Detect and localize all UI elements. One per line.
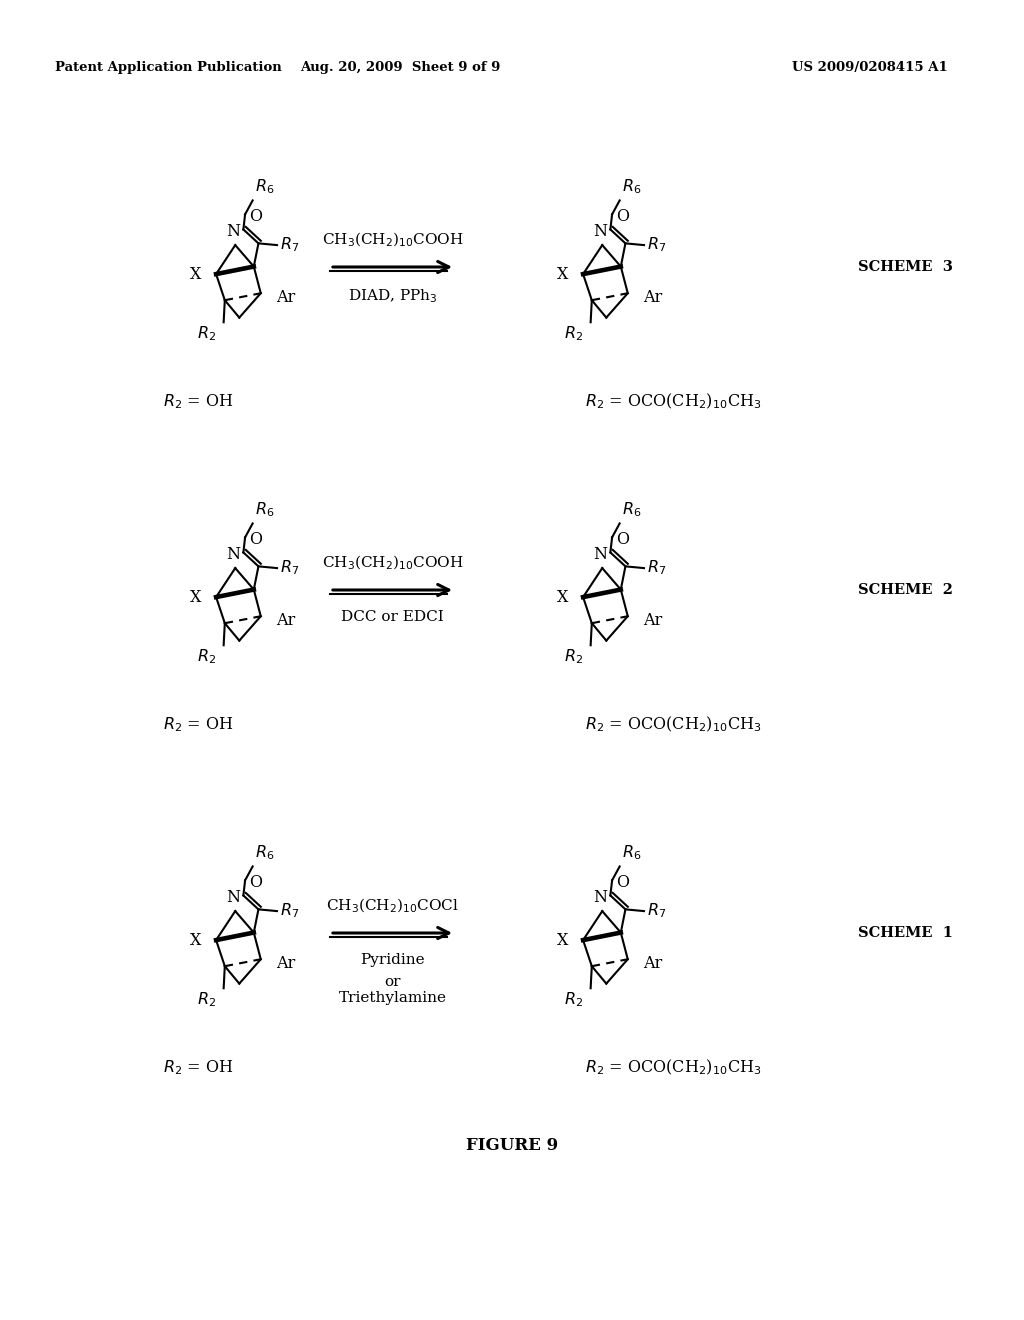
Text: X: X xyxy=(557,265,568,282)
Text: O: O xyxy=(616,207,629,224)
Text: $R_2$ = OCO(CH$_2$)$_{10}$CH$_3$: $R_2$ = OCO(CH$_2$)$_{10}$CH$_3$ xyxy=(585,715,762,734)
Text: or: or xyxy=(384,975,400,989)
Text: $R_7$: $R_7$ xyxy=(647,902,667,920)
Text: X: X xyxy=(190,589,202,606)
Text: Ar: Ar xyxy=(276,289,296,306)
Text: X: X xyxy=(190,265,202,282)
Text: $R_2$ = OCO(CH$_2$)$_{10}$CH$_3$: $R_2$ = OCO(CH$_2$)$_{10}$CH$_3$ xyxy=(585,392,762,412)
Text: DIAD, PPh$_3$: DIAD, PPh$_3$ xyxy=(348,286,437,305)
Text: Aug. 20, 2009  Sheet 9 of 9: Aug. 20, 2009 Sheet 9 of 9 xyxy=(300,62,500,74)
Text: Ar: Ar xyxy=(276,954,296,972)
Text: $R_6$: $R_6$ xyxy=(622,178,641,197)
Text: Pyridine: Pyridine xyxy=(360,953,425,968)
Text: $R_2$: $R_2$ xyxy=(197,647,216,667)
Text: O: O xyxy=(249,207,262,224)
Text: $R_6$: $R_6$ xyxy=(255,500,274,520)
Text: $R_7$: $R_7$ xyxy=(647,558,667,577)
Text: US 2009/0208415 A1: US 2009/0208415 A1 xyxy=(793,62,948,74)
Text: SCHEME  3: SCHEME 3 xyxy=(857,260,952,275)
Text: $R_2$: $R_2$ xyxy=(564,990,583,1010)
Text: $R_2$ = OH: $R_2$ = OH xyxy=(163,1059,233,1077)
Text: O: O xyxy=(249,874,262,891)
Text: $R_2$: $R_2$ xyxy=(197,990,216,1010)
Text: N: N xyxy=(226,888,241,906)
Text: CH$_3$(CH$_2$)$_{10}$COOH: CH$_3$(CH$_2$)$_{10}$COOH xyxy=(322,231,464,249)
Text: $R_7$: $R_7$ xyxy=(280,558,299,577)
Text: $R_2$ = OCO(CH$_2$)$_{10}$CH$_3$: $R_2$ = OCO(CH$_2$)$_{10}$CH$_3$ xyxy=(585,1059,762,1077)
Text: $R_6$: $R_6$ xyxy=(255,843,274,862)
Text: $R_2$ = OH: $R_2$ = OH xyxy=(163,715,233,734)
Text: O: O xyxy=(616,531,629,548)
Text: N: N xyxy=(593,888,607,906)
Text: Ar: Ar xyxy=(643,954,663,972)
Text: DCC or EDCI: DCC or EDCI xyxy=(341,610,443,624)
Text: SCHEME  2: SCHEME 2 xyxy=(857,583,952,597)
Text: X: X xyxy=(557,932,568,949)
Text: O: O xyxy=(616,874,629,891)
Text: $R_2$ = OH: $R_2$ = OH xyxy=(163,392,233,411)
Text: N: N xyxy=(226,223,241,240)
Text: X: X xyxy=(190,932,202,949)
Text: O: O xyxy=(249,531,262,548)
Text: X: X xyxy=(557,589,568,606)
Text: FIGURE 9: FIGURE 9 xyxy=(466,1137,558,1154)
Text: CH$_3$(CH$_2$)$_{10}$COCl: CH$_3$(CH$_2$)$_{10}$COCl xyxy=(326,896,459,915)
Text: $R_2$: $R_2$ xyxy=(564,325,583,343)
Text: $R_2$: $R_2$ xyxy=(197,325,216,343)
Text: $R_7$: $R_7$ xyxy=(647,236,667,255)
Text: $R_7$: $R_7$ xyxy=(280,236,299,255)
Text: $R_6$: $R_6$ xyxy=(255,178,274,197)
Text: $R_7$: $R_7$ xyxy=(280,902,299,920)
Text: $R_6$: $R_6$ xyxy=(622,500,641,520)
Text: Ar: Ar xyxy=(643,289,663,306)
Text: Patent Application Publication: Patent Application Publication xyxy=(55,62,282,74)
Text: CH$_3$(CH$_2$)$_{10}$COOH: CH$_3$(CH$_2$)$_{10}$COOH xyxy=(322,553,464,572)
Text: $R_6$: $R_6$ xyxy=(622,843,641,862)
Text: Ar: Ar xyxy=(643,611,663,628)
Text: Triethylamine: Triethylamine xyxy=(339,991,446,1005)
Text: Ar: Ar xyxy=(276,611,296,628)
Text: N: N xyxy=(593,546,607,562)
Text: SCHEME  1: SCHEME 1 xyxy=(857,927,952,940)
Text: $R_2$: $R_2$ xyxy=(564,647,583,667)
Text: N: N xyxy=(593,223,607,240)
Text: N: N xyxy=(226,546,241,562)
